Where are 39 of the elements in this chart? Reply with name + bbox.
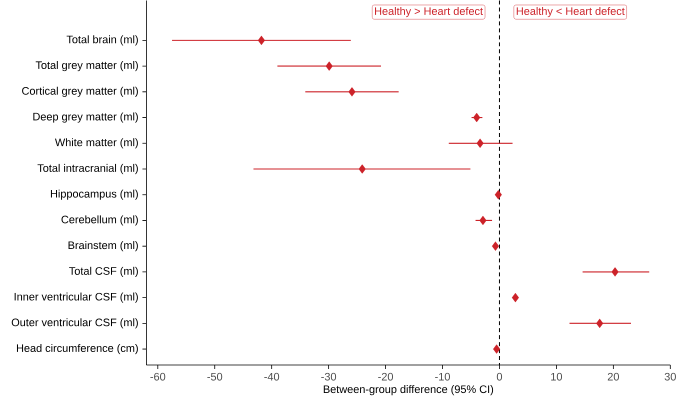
y-tick-label: Deep grey matter (ml) xyxy=(33,112,138,123)
point xyxy=(494,190,502,200)
annotation: Healthy < Heart defect xyxy=(516,7,625,18)
x-tick-label: 30 xyxy=(664,372,676,381)
y-tick-label: Total intracranial (ml) xyxy=(38,164,138,174)
y-tick-label: Hippocampus (ml) xyxy=(50,190,138,200)
point xyxy=(512,293,519,302)
x-tick-label: 0 xyxy=(496,372,502,381)
y-tick-label: Total brain (ml) xyxy=(66,35,138,46)
y-tick-label: Inner ventricular CSF (ml) xyxy=(14,292,138,303)
y-tick-label: Total grey matter (ml) xyxy=(36,61,138,72)
point xyxy=(596,318,604,328)
point xyxy=(358,164,366,174)
x-tick-label: -40 xyxy=(264,372,280,381)
point xyxy=(611,267,619,277)
point xyxy=(258,36,265,46)
point xyxy=(326,61,333,71)
y-tick-label: Cortical grey matter (ml) xyxy=(22,86,138,97)
point xyxy=(476,138,484,148)
y-tick-label: White matter (ml) xyxy=(54,138,138,148)
x-tick-label: -50 xyxy=(207,372,222,381)
x-tick-label: 10 xyxy=(551,372,562,381)
x-tick-label: -30 xyxy=(321,372,336,381)
x-axis-title: Between-group difference (95% CI) xyxy=(324,385,494,396)
x-tick-label: -60 xyxy=(150,372,166,381)
annotation: Healthy > Heart defect xyxy=(375,7,483,18)
point xyxy=(492,242,500,251)
y-tick-label: Cerebellum (ml) xyxy=(62,215,138,226)
y-tick-label: Outer ventricular CSF (ml) xyxy=(12,318,138,328)
point xyxy=(479,216,487,226)
x-tick-label: -10 xyxy=(435,372,450,381)
x-tick-label: -20 xyxy=(378,372,394,381)
x-tick-label: 20 xyxy=(608,372,619,381)
point xyxy=(473,112,480,122)
y-tick-label: Brainstem (ml) xyxy=(68,241,138,252)
point xyxy=(348,87,356,97)
y-tick-label: Total CSF (ml) xyxy=(69,266,138,278)
y-tick-label: Head circumference (cm) xyxy=(16,344,138,354)
point xyxy=(493,344,500,354)
